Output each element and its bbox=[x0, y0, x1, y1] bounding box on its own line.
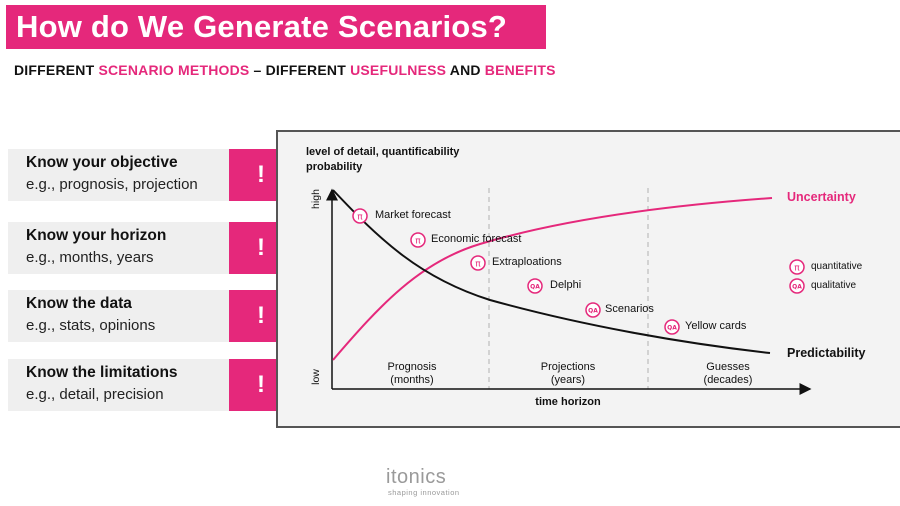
qa-icon: QA bbox=[585, 302, 601, 318]
legend-label: qualitative bbox=[811, 280, 857, 291]
phase-span: (decades) bbox=[703, 374, 753, 386]
phase-name: Prognosis bbox=[387, 361, 437, 373]
limitations-card: Know the limitations e.g., detail, preci… bbox=[8, 359, 293, 411]
method-label: Yellow cards bbox=[685, 320, 747, 332]
pi-icon: π bbox=[789, 259, 805, 275]
pi-icon: π bbox=[352, 208, 368, 224]
card-subtext: e.g., stats, opinions bbox=[26, 317, 156, 334]
svg-text:QA: QA bbox=[792, 284, 802, 291]
svg-text:QA: QA bbox=[667, 325, 677, 332]
card-heading: Know your horizon bbox=[26, 227, 167, 244]
qa-icon: QA bbox=[527, 278, 543, 294]
subtitle: DIFFERENT SCENARIO METHODS – DIFFERENT U… bbox=[14, 62, 556, 78]
y-axis-label: probability bbox=[306, 161, 363, 173]
card-heading: Know the data bbox=[26, 295, 132, 312]
card-heading: Know your objective bbox=[26, 154, 178, 171]
y-low-label: low bbox=[310, 369, 322, 385]
predictability-curve bbox=[332, 189, 771, 354]
page-title: How do We Generate Scenarios? bbox=[6, 5, 546, 49]
phase-span: (months) bbox=[390, 374, 434, 386]
qa-icon: QA bbox=[664, 319, 680, 335]
subtitle-part: AND bbox=[446, 62, 485, 78]
svg-text:π: π bbox=[415, 237, 421, 247]
svg-text:QA: QA bbox=[530, 284, 540, 291]
method-label: Delphi bbox=[550, 279, 582, 291]
phase-span: (years) bbox=[550, 374, 586, 386]
subtitle-highlight: SCENARIO METHODS bbox=[98, 62, 250, 78]
phase-name: Guesses bbox=[706, 361, 750, 373]
itonics-logo: itonics bbox=[386, 466, 447, 488]
method-label: Market forecast bbox=[375, 209, 451, 221]
method-label: Extraploations bbox=[492, 256, 562, 268]
x-axis-label: time horizon bbox=[535, 396, 601, 408]
card-heading: Know the limitations bbox=[26, 364, 178, 381]
data-card: Know the data e.g., stats, opinions ! bbox=[8, 290, 293, 342]
card-subtext: e.g., months, years bbox=[26, 249, 154, 266]
svg-text:π: π bbox=[794, 264, 800, 274]
pi-icon: π bbox=[470, 255, 486, 271]
subtitle-part: DIFFERENT bbox=[14, 62, 99, 78]
y-axis-label: level of detail, quantificability bbox=[306, 146, 460, 158]
card-subtext: e.g., detail, precision bbox=[26, 386, 164, 403]
phase-name: Projections bbox=[540, 361, 596, 373]
legend-label: quantitative bbox=[811, 261, 863, 272]
pi-icon: π bbox=[410, 232, 426, 248]
method-label: Economic forecast bbox=[431, 233, 522, 245]
subtitle-highlight: BENEFITS bbox=[484, 62, 556, 78]
logo-tagline: shaping innovation bbox=[388, 488, 460, 497]
uncertainty-label: Uncertainty bbox=[787, 190, 856, 204]
subtitle-part: – DIFFERENT bbox=[249, 62, 351, 78]
qa-icon: QA bbox=[789, 278, 805, 294]
y-high-label: high bbox=[310, 189, 322, 209]
uncertainty-curve bbox=[332, 197, 773, 361]
svg-text:QA: QA bbox=[588, 308, 598, 315]
horizon-card: Know your horizon e.g., months, years ! bbox=[8, 222, 293, 274]
subtitle-highlight: USEFULNESS bbox=[350, 62, 447, 78]
method-label: Scenarios bbox=[605, 303, 654, 315]
svg-text:π: π bbox=[475, 260, 481, 270]
predictability-label: Predictability bbox=[787, 346, 866, 360]
card-subtext: e.g., prognosis, projection bbox=[26, 176, 198, 193]
svg-text:π: π bbox=[357, 213, 363, 223]
